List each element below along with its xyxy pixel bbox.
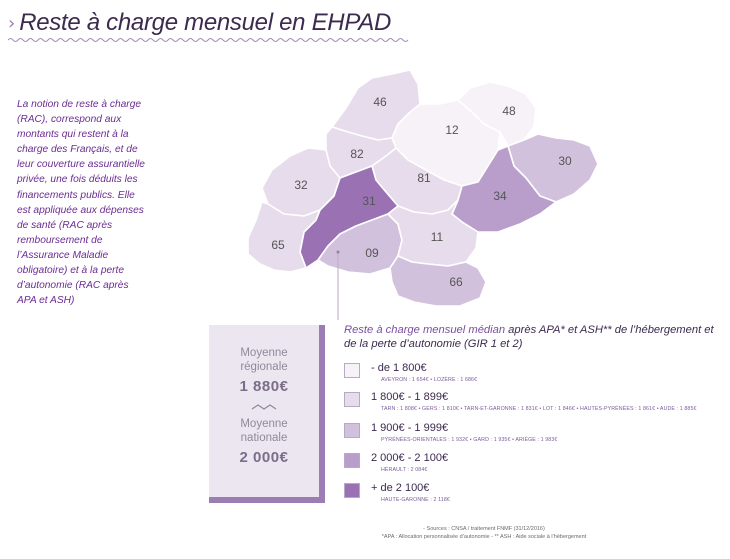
legend-details: HAUTE-GARONNE : 2 118€ [381,497,450,503]
dept-label-12: 12 [445,123,459,137]
intro-text: La notion de reste à charge (RAC), corre… [17,99,145,307]
dept-label-31: 31 [362,194,376,208]
legend-swatch [344,363,360,378]
dept-label-09: 09 [365,246,379,260]
legend-details: HÉRAULT : 2 084€ [381,467,428,473]
dept-label-48: 48 [502,104,516,118]
legend-details: TARN : 1 808€ • GERS : 1 810€ • TARN-ET-… [381,406,697,412]
dept-label-32: 32 [294,178,308,192]
legend-range: + de 2 100€ [371,482,430,494]
dept-label-34: 34 [493,189,507,203]
dept-label-46: 46 [373,95,387,109]
leader-dot [336,250,340,254]
page-title: Reste à charge mensuel en EHPAD [19,9,391,36]
chevron-right-icon: › [8,12,16,34]
regional-average-label: Moyenne régionale [240,347,288,373]
legend-swatch [344,392,360,407]
legend-range: 1 900€ - 1 999€ [371,422,449,434]
legend-swatch [344,453,360,468]
averages-box: Moyenne régionale 1 880€ Moyenne nationa… [209,325,325,503]
dept-65[interactable] [247,201,321,273]
dept-11[interactable] [387,199,479,267]
national-average-value: 2 000€ [239,449,289,466]
dept-48[interactable] [457,81,537,147]
legend-range: - de 1 800€ [371,362,427,374]
regional-average-value: 1 880€ [239,378,289,395]
wave-separator-icon [251,404,277,410]
legend-title: Reste à charge mensuel médian après APA*… [344,323,724,351]
legend-range: 2 000€ - 2 100€ [371,452,449,464]
legend-range: 1 800€ - 1 899€ [371,391,449,403]
footnote-line: *APA : Allocation personnalisée d’autono… [381,534,587,540]
legend-swatch [344,423,360,438]
legend-details: PYRÉNÉES-ORIENTALES : 1 932€ • GARD : 1 … [381,437,558,443]
dept-label-30: 30 [558,154,572,168]
legend-title-rest: après APA* et ASH** de l’hébergement et … [344,324,714,350]
dept-label-81: 81 [417,171,431,185]
dept-label-66: 66 [449,275,463,289]
dept-label-82: 82 [350,147,364,161]
title-underline [8,38,409,42]
legend-swatch [344,483,360,498]
sources: - Sources : CNSA / traitement FNMF (31/1… [294,525,674,541]
dept-label-11: 11 [431,230,444,244]
national-average-label: Moyenne nationale [240,418,288,444]
legend-details: AVEYRON : 1 654€ • LOZÈRE : 1 686€ [381,377,478,383]
title-row: › Reste à charge mensuel en EHPAD [8,6,391,40]
legend-title-strong: Reste à charge mensuel médian [344,324,506,336]
dept-label-65: 65 [271,238,285,252]
sources-line: - Sources : CNSA / traitement FNMF (31/1… [423,526,545,532]
dept-66[interactable] [389,255,487,307]
